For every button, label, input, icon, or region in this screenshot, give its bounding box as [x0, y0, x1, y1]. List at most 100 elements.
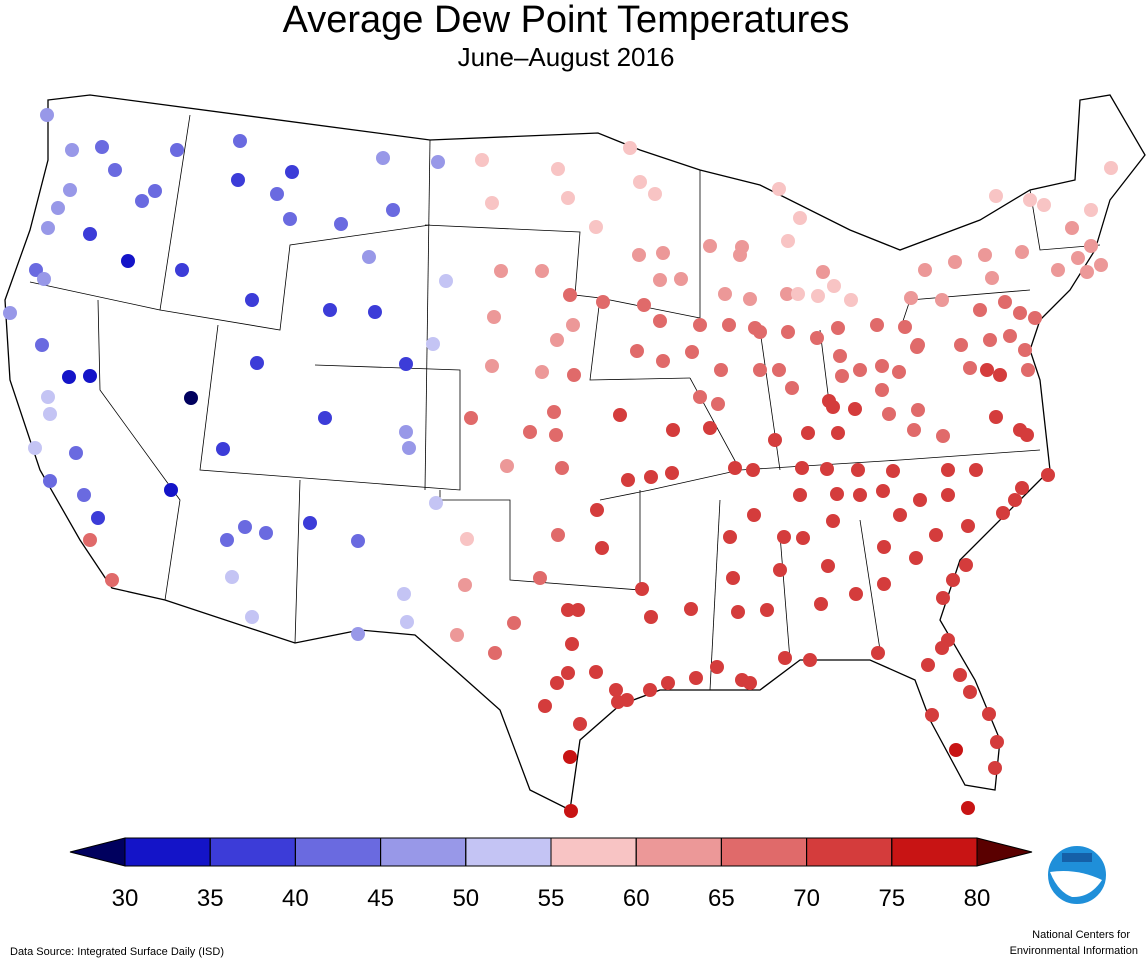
station-dot: [429, 496, 443, 510]
station-dot: [91, 511, 105, 525]
station-dot: [936, 429, 950, 443]
station-dot: [596, 295, 610, 309]
station-dot: [62, 370, 76, 384]
tick-label: 60: [623, 885, 650, 912]
station-dot: [535, 365, 549, 379]
station-dot: [485, 359, 499, 373]
station-dot: [814, 597, 828, 611]
station-dot: [875, 383, 889, 397]
station-dot: [1051, 263, 1065, 277]
station-dot: [41, 221, 55, 235]
station-dot: [431, 155, 445, 169]
station-dot: [988, 761, 1002, 775]
station-dot: [990, 735, 1004, 749]
station-dot: [666, 423, 680, 437]
station-dot: [731, 605, 745, 619]
station-dot: [386, 203, 400, 217]
station-dot: [95, 140, 109, 154]
station-dot: [28, 441, 42, 455]
station-dot: [1094, 258, 1108, 272]
station-dot: [714, 363, 728, 377]
station-dot: [826, 514, 840, 528]
station-dot: [875, 359, 889, 373]
station-dot: [892, 365, 906, 379]
station-dot: [851, 463, 865, 477]
station-dot: [41, 390, 55, 404]
station-dot: [877, 577, 891, 591]
station-dot: [778, 651, 792, 665]
station-dot: [547, 405, 561, 419]
station-dot: [746, 463, 760, 477]
tick-label: 40: [282, 885, 309, 912]
station-dot: [820, 462, 834, 476]
station-dot: [853, 363, 867, 377]
station-dot: [303, 516, 317, 530]
station-dot: [753, 363, 767, 377]
station-dot: [507, 616, 521, 630]
station-dot: [898, 320, 912, 334]
station-dot: [561, 666, 575, 680]
station-dot: [674, 272, 688, 286]
station-dot: [772, 182, 786, 196]
station-dot: [376, 151, 390, 165]
color-bin: [891, 837, 978, 867]
station-dot: [941, 488, 955, 502]
station-dot: [989, 410, 1003, 424]
station-dot: [777, 530, 791, 544]
station-dot: [65, 143, 79, 157]
station-dot: [318, 411, 332, 425]
station-dot: [450, 628, 464, 642]
station-dot: [561, 191, 575, 205]
station-dot: [833, 349, 847, 363]
tick-label: 75: [878, 885, 905, 912]
station-dot: [993, 368, 1007, 382]
title: Average Dew Point Temperatures: [283, 0, 850, 41]
station-dot: [816, 265, 830, 279]
station-dot: [911, 403, 925, 417]
station-dot: [870, 318, 884, 332]
station-dot: [821, 559, 835, 573]
station-dot: [43, 407, 57, 421]
station-dot: [793, 211, 807, 225]
station-dot: [963, 685, 977, 699]
station-dot: [402, 441, 416, 455]
station-dot: [656, 354, 670, 368]
org-line: National Centers for: [1032, 929, 1130, 941]
station-dot: [835, 369, 849, 383]
station-dot: [621, 473, 635, 487]
station-dot: [561, 603, 575, 617]
org-line: Environmental Information: [1010, 945, 1138, 957]
station-dot: [768, 433, 782, 447]
station-dot: [907, 423, 921, 437]
station-dot: [653, 273, 667, 287]
station-dot: [77, 488, 91, 502]
station-dot: [334, 217, 348, 231]
station-dot: [1018, 343, 1032, 357]
station-dot: [935, 293, 949, 307]
station-dot: [175, 263, 189, 277]
station-dot: [550, 333, 564, 347]
station-dot: [703, 239, 717, 253]
station-dot: [826, 400, 840, 414]
station-dot: [904, 291, 918, 305]
station-dot: [485, 196, 499, 210]
station-dot: [563, 288, 577, 302]
station-dot: [723, 530, 737, 544]
station-dot: [935, 641, 949, 655]
tick-label: 35: [197, 885, 224, 912]
station-dot: [135, 194, 149, 208]
station-dot: [399, 425, 413, 439]
tick-label: 45: [367, 885, 394, 912]
color-bin: [209, 837, 296, 867]
station-dot: [63, 183, 77, 197]
station-dot: [689, 671, 703, 685]
station-dot: [685, 345, 699, 359]
station-dot: [1104, 161, 1118, 175]
station-dot: [844, 293, 858, 307]
station-dot: [595, 541, 609, 555]
station-dot: [722, 318, 736, 332]
station-dot: [148, 184, 162, 198]
station-dot: [487, 310, 501, 324]
station-dot: [108, 163, 122, 177]
data-source: Data Source: Integrated Surface Daily (I…: [10, 946, 224, 958]
